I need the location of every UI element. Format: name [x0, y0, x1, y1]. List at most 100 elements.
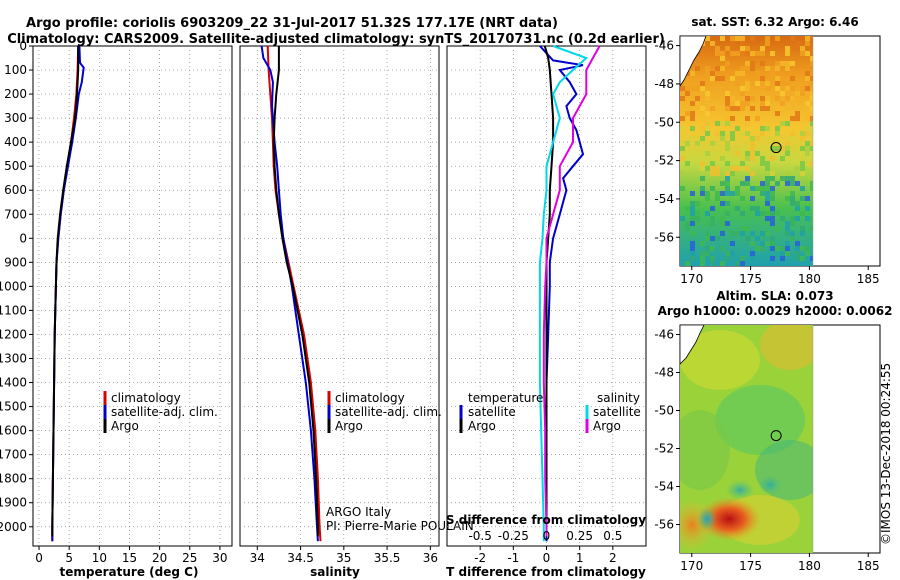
sla-map: Altim. SLA: 0.073 Argo h1000: 0.0029 h20…	[654, 289, 892, 573]
sst-pixel	[770, 176, 775, 181]
sst-pixel	[725, 61, 730, 66]
sst-pixel	[715, 171, 720, 176]
x-tick-label: 0	[543, 551, 551, 565]
sst-pixel	[800, 86, 805, 91]
depth-tick-label: 700	[4, 207, 27, 221]
sst-pixel	[715, 76, 720, 81]
sst-pixel	[805, 111, 810, 116]
sst-pixel	[735, 146, 740, 151]
sst-pixel	[730, 41, 735, 46]
sst-pixel	[805, 86, 810, 91]
sst-pixel	[785, 176, 790, 181]
sst-pixel	[745, 81, 750, 86]
sst-pixel	[705, 166, 710, 171]
sst-pixel	[740, 86, 745, 91]
sst-pixel	[710, 216, 715, 221]
sst-pixel	[800, 246, 805, 251]
sst-pixel	[770, 206, 775, 211]
sst-pixel	[740, 156, 745, 161]
legend-sal-satellite: satellite	[593, 405, 641, 419]
sst-pixel	[790, 131, 795, 136]
sst-pixel	[790, 86, 795, 91]
depth-axis-ticks: 0 100 200 300 400 500 600 700 0 900 1000 1100 1200 13…	[0, 39, 33, 534]
sst-pixel	[750, 241, 755, 246]
sst-field	[680, 36, 813, 266]
sst-pixel	[770, 71, 775, 76]
sst-pixel	[750, 231, 755, 236]
sst-pixel	[810, 106, 813, 111]
temperature-legend: climatology satellite-adj. clim. Argo	[103, 391, 218, 433]
sst-pixel	[745, 46, 750, 51]
sst-pixel	[730, 171, 735, 176]
sst-pixel	[810, 36, 813, 41]
sst-pixel	[810, 61, 813, 66]
sst-pixel	[720, 231, 725, 236]
sst-pixel	[735, 166, 740, 171]
sst-pixel	[700, 176, 705, 181]
sst-pixel	[745, 101, 750, 106]
sst-pixel	[700, 106, 705, 111]
sst-pixel	[740, 211, 745, 216]
sst-pixel	[780, 246, 785, 251]
sst-pixel	[800, 211, 805, 216]
sst-pixel	[710, 256, 715, 261]
sst-pixel	[775, 211, 780, 216]
sst-pixel	[775, 106, 780, 111]
sst-pixel	[810, 181, 813, 186]
sst-pixel	[785, 86, 790, 91]
argo-float-marker	[770, 142, 782, 154]
sst-pixel	[725, 221, 730, 226]
sst-pixel	[780, 256, 785, 261]
sst-pixel	[765, 261, 770, 266]
sst-pixel	[710, 161, 715, 166]
sst-pixel	[770, 136, 775, 141]
map-x-tick-label: 185	[857, 559, 880, 573]
sst-pixel	[725, 146, 730, 151]
sst-pixel	[730, 51, 735, 56]
x-tick-label: 10	[92, 551, 107, 565]
sst-pixel	[710, 76, 715, 81]
sst-pixel	[795, 206, 800, 211]
sst-pixel	[805, 131, 810, 136]
sst-pixel	[770, 216, 775, 221]
sst-pixel	[715, 236, 720, 241]
sst-pixel	[780, 156, 785, 161]
imos-credit: ©IMOS 13-Dec-2018 00:24:55	[879, 363, 893, 545]
sst-pixel	[780, 251, 785, 256]
difference-top-xlabel: S difference from climatology	[446, 513, 646, 527]
sst-pixel	[800, 46, 805, 51]
series-salinity-argo	[542, 45, 601, 537]
difference-series	[538, 45, 601, 542]
sst-pixel	[740, 161, 745, 166]
sst-pixel	[700, 241, 705, 246]
sst-pixel	[805, 36, 810, 41]
map-y-tick-label: -50	[654, 404, 674, 418]
sst-pixel	[730, 166, 735, 171]
x-tick-label: 25	[182, 551, 197, 565]
depth-tick-label: 100	[4, 63, 27, 77]
sst-pixel	[770, 66, 775, 71]
sst-pixel	[705, 131, 710, 136]
sst-pixel	[705, 196, 710, 201]
x-tick-label: 30	[212, 551, 227, 565]
sst-pixel	[685, 261, 690, 266]
sst-pixel	[725, 116, 730, 121]
depth-tick-label: 500	[4, 159, 27, 173]
sst-pixel	[700, 136, 705, 141]
sst-pixel	[765, 126, 770, 131]
salinity-panel-frame	[239, 45, 440, 547]
sst-pixel	[750, 141, 755, 146]
sst-pixel	[790, 236, 795, 241]
series-argo	[272, 46, 319, 537]
sst-pixel	[795, 46, 800, 51]
sst-pixel	[705, 151, 710, 156]
depth-tick-label: 1900	[0, 496, 27, 510]
legend-temperature-heading: temperature	[468, 391, 543, 405]
sst-pixel	[810, 256, 813, 261]
sst-pixel	[795, 241, 800, 246]
sst-pixel	[790, 146, 795, 151]
sst-pixel	[785, 246, 790, 251]
depth-tick-label: 0	[19, 39, 27, 53]
map-x-tick-label: 175	[739, 272, 762, 286]
depth-tick-label: 400	[4, 135, 27, 149]
